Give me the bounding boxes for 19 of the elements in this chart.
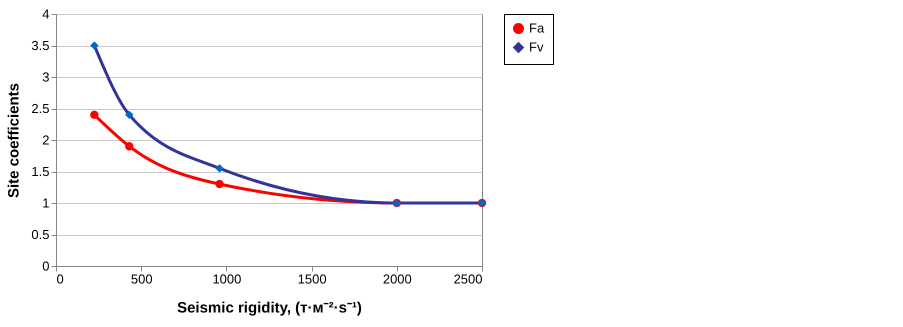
x-tick-label: 0 [56,272,64,286]
y-tick-label: 3.5 [31,38,50,53]
legend-label: Fa [529,20,545,36]
y-tick-label: 2.5 [31,101,50,116]
x-tick-label: 2000 [382,272,412,286]
x-axis-title: Seismic rigidity, (т·м⁻²·s⁻¹) [177,300,362,316]
y-tick-label: 0.5 [31,227,50,242]
legend-label: Fv [529,40,544,54]
x-tick-label: 500 [130,272,153,286]
y-tick-label: 1.5 [31,164,50,179]
y-axis-title: Site coefficients [5,82,22,198]
y-tick-label: 0 [42,258,50,274]
y-tick-label: 2 [42,132,50,148]
y-tick-label: 4 [42,6,50,22]
y-tick-label: 1 [42,196,50,210]
x-tick-label: 2500 [454,272,482,286]
y-tick-label: 3 [42,70,50,84]
x-tick-label: 1000 [212,272,242,286]
x-tick-label: 1500 [298,272,327,286]
